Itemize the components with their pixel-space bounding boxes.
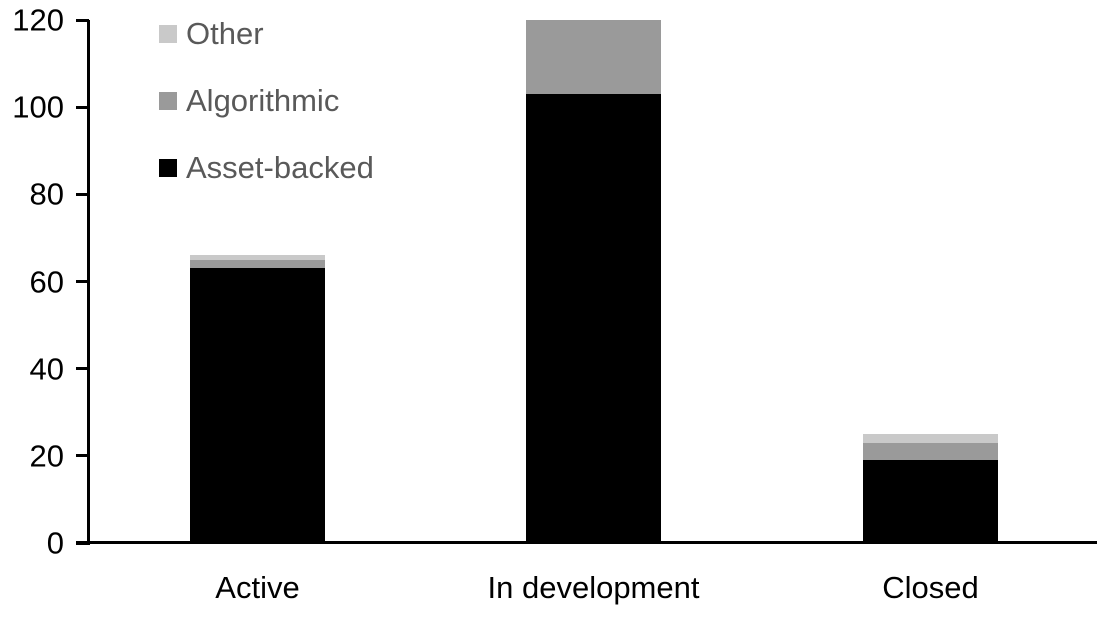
legend-item: Algorithmic [159, 83, 339, 119]
bar-segment-other [863, 434, 998, 443]
legend-item-label: Algorithmic [186, 83, 340, 118]
y-axis-tick-label: 0 [46, 525, 64, 561]
legend-swatch-icon [159, 25, 177, 43]
y-axis-tick-label: 20 [29, 438, 64, 474]
bar-segment-asset-backed [526, 94, 661, 543]
y-axis-tick-mark [76, 192, 89, 196]
legend-item: Other [159, 16, 264, 52]
bar-segment-algorithmic [190, 259, 325, 269]
legend-swatch-icon [159, 159, 177, 177]
y-axis-tick-label: 40 [29, 351, 64, 387]
y-axis-tick-mark [76, 18, 89, 22]
y-axis-tick-label: 60 [29, 264, 64, 299]
y-axis-line [87, 20, 90, 545]
y-axis-tick-mark [76, 367, 89, 371]
y-axis-tick-label: 80 [29, 176, 64, 212]
bar-segment-algorithmic [526, 20, 661, 95]
bar-segment-other [190, 255, 325, 260]
y-axis-tick-mark [76, 454, 89, 458]
x-axis-label: In development [487, 570, 700, 605]
x-axis-label: Closed [882, 570, 979, 605]
legend-swatch-icon [159, 92, 177, 110]
bar-segment-asset-backed [190, 268, 325, 543]
legend-item-label: Other [186, 16, 264, 51]
legend-item: Asset-backed [159, 150, 374, 186]
y-axis-tick-mark [76, 280, 89, 283]
bar-segment-algorithmic [863, 442, 998, 461]
y-axis-tick-label: 100 [12, 89, 64, 125]
legend-item-label: Asset-backed [186, 150, 374, 185]
y-axis-tick-mark [76, 105, 89, 109]
bar-segment-asset-backed [863, 460, 998, 543]
y-axis-tick-label: 120 [12, 2, 64, 38]
x-axis-label: Active [215, 570, 300, 605]
